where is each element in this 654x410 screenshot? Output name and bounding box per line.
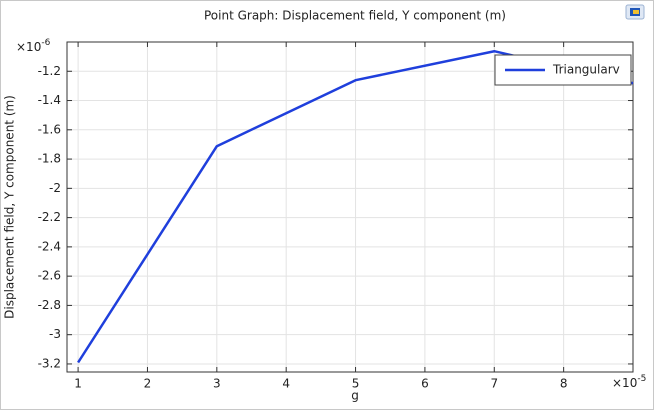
y-multiplier-base: ×10 [16, 40, 41, 54]
x-tick-label: 3 [213, 377, 221, 391]
x-tick-label: 6 [421, 377, 429, 391]
y-axis-label: Displacement field, Y component (m) [3, 95, 17, 319]
y-tick-label: -2.8 [38, 298, 61, 312]
x-axis-label: g [351, 389, 359, 403]
chart-title: Point Graph: Displacement field, Y compo… [204, 9, 506, 23]
x-tick-label: 5 [352, 377, 360, 391]
y-tick-label: -1.8 [38, 152, 61, 166]
y-tick-label: -2.2 [38, 210, 61, 224]
x-tick-label: 1 [74, 377, 82, 391]
y-tick-label: -2 [49, 181, 61, 195]
icon-accent[interactable] [633, 10, 639, 14]
y-tick-label: -3.2 [38, 356, 61, 370]
x-tick-label: 8 [560, 377, 568, 391]
x-multiplier-exponent: -5 [637, 374, 646, 384]
y-tick-label: -2.4 [38, 239, 61, 253]
y-tick-label: -2.6 [38, 269, 61, 283]
x-multiplier-base: ×10 [612, 376, 637, 390]
y-multiplier-exponent: -6 [41, 38, 50, 48]
y-tick-label: -1.6 [38, 122, 61, 136]
x-tick-label: 2 [144, 377, 152, 391]
x-multiplier: ×10-5 [612, 374, 646, 390]
x-tick-label: 7 [490, 377, 498, 391]
y-tick-label: -1.2 [38, 64, 61, 78]
y-multiplier: ×10-6 [16, 38, 51, 54]
x-tick-label: 4 [282, 377, 290, 391]
plot-frame [66, 41, 634, 373]
legend-label: Triangularv [552, 63, 620, 77]
toolbar-icon[interactable] [625, 4, 645, 20]
y-tick-label: -3 [49, 327, 61, 341]
y-tick-label: -1.4 [38, 93, 61, 107]
